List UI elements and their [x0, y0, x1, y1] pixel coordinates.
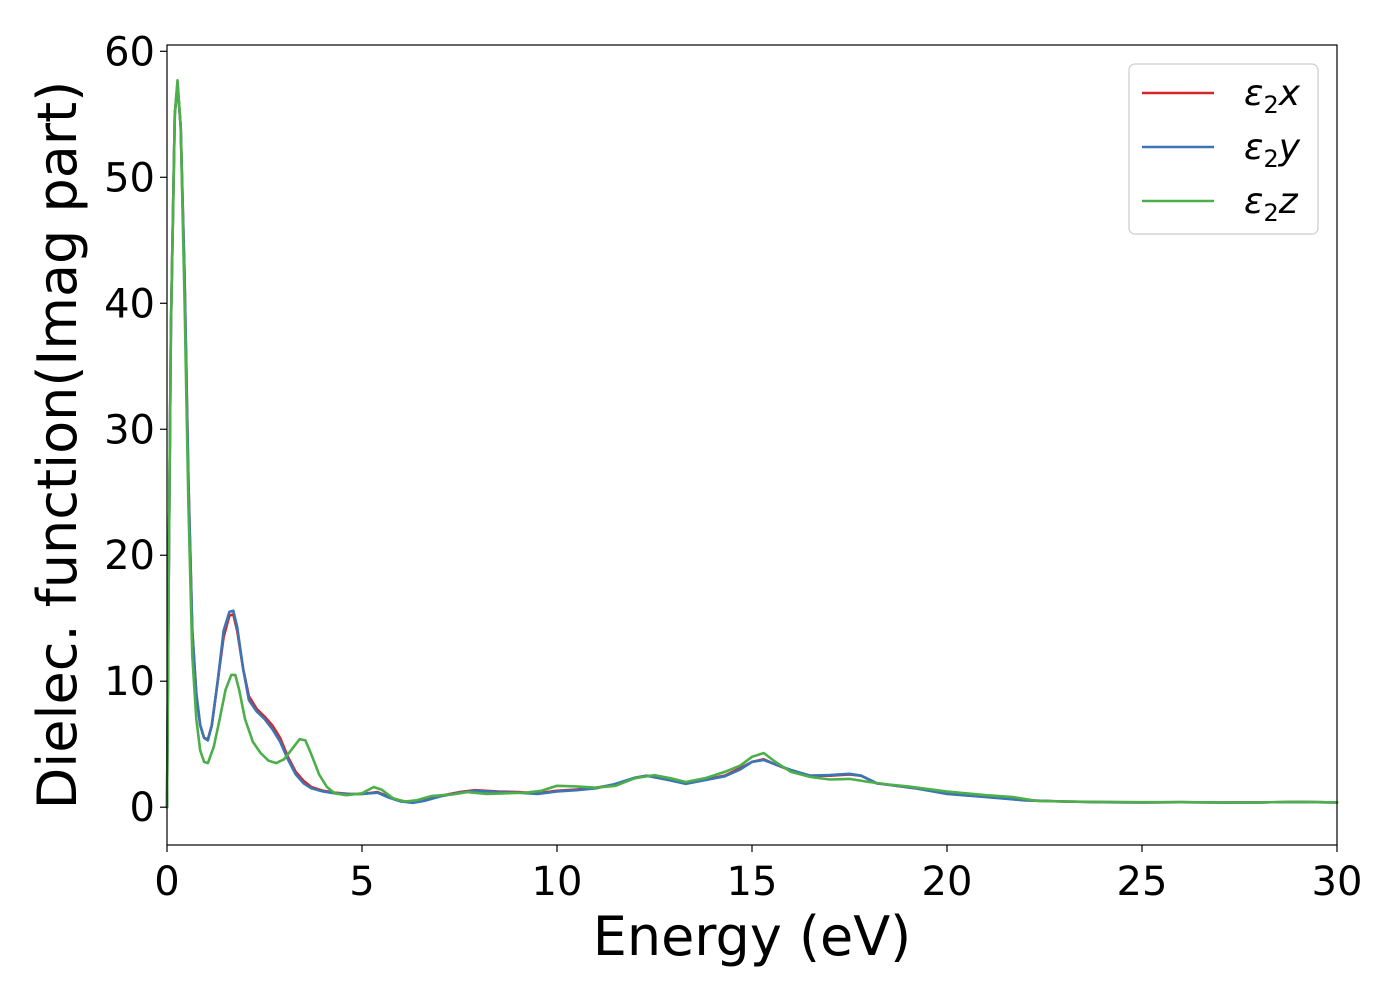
legend-box	[1128, 63, 1319, 235]
legend-label-y: ε2y	[1244, 127, 1301, 173]
x-axis-ticks: 0 5 10 15 20 25 30	[154, 845, 1362, 905]
x-tick-label: 5	[349, 859, 374, 905]
legend-label-z: ε2z	[1244, 181, 1299, 227]
x-tick-label: 15	[727, 859, 778, 905]
y-tick-label: 50	[104, 155, 155, 201]
y-tick-label: 60	[104, 29, 155, 75]
plot-lines	[165, 79, 1339, 809]
y-tick-label: 20	[104, 533, 155, 579]
y-tick-label: 10	[104, 659, 155, 705]
x-tick-label: 10	[532, 859, 583, 905]
x-tick-label: 20	[922, 859, 973, 905]
legend: ε2x ε2y ε2z	[1128, 63, 1319, 235]
x-axis-label: Energy (eV)	[593, 905, 912, 968]
series-line-z	[165, 79, 1339, 809]
x-tick-label: 30	[1312, 859, 1363, 905]
x-tick-label: 0	[154, 859, 179, 905]
x-tick-label: 25	[1117, 859, 1168, 905]
y-tick-label: 0	[130, 785, 155, 831]
legend-label-x: ε2x	[1244, 73, 1301, 119]
y-axis-ticks: 0 10 20 30 40 50 60	[104, 29, 167, 831]
y-tick-label: 30	[104, 407, 155, 453]
y-axis-label: Dielec. function(Imag part)	[26, 81, 89, 810]
y-tick-label: 40	[104, 281, 155, 327]
